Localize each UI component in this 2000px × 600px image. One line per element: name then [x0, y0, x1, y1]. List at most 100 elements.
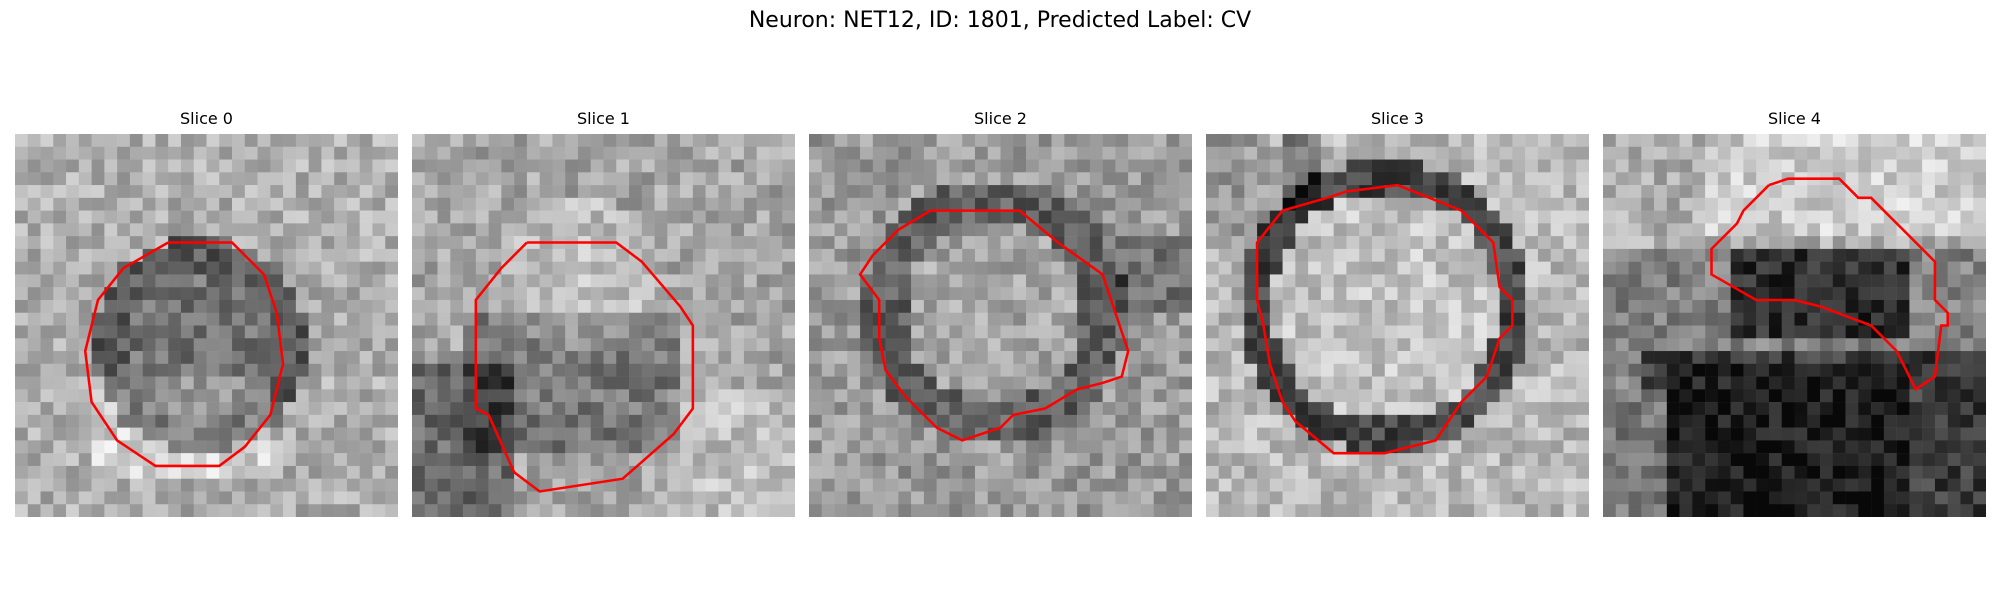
pixel: [1768, 134, 1782, 148]
pixel: [1064, 236, 1078, 250]
pixel: [911, 236, 925, 250]
pixel: [53, 274, 67, 288]
pixel: [667, 197, 681, 211]
pixel: [1474, 159, 1488, 173]
pixel: [962, 185, 976, 199]
pixel: [718, 159, 732, 173]
pixel: [654, 389, 668, 403]
pixel: [974, 134, 988, 148]
pixel: [1794, 274, 1808, 288]
pixel: [1000, 453, 1014, 467]
pixel: [1756, 236, 1770, 250]
pixel: [66, 453, 80, 467]
pixel: [1257, 504, 1271, 517]
pixel: [424, 453, 438, 467]
pixel: [475, 478, 489, 492]
pixel: [756, 223, 770, 237]
pixel: [936, 312, 950, 326]
pixel: [1768, 312, 1782, 326]
pixel: [1346, 414, 1360, 428]
pixel: [743, 236, 757, 250]
pixel: [1654, 134, 1668, 148]
pixel: [1512, 261, 1526, 275]
pixel: [1115, 427, 1129, 441]
pixel: [372, 414, 386, 428]
pixel: [295, 325, 309, 339]
pixel: [1603, 197, 1617, 211]
pixel: [705, 376, 719, 390]
pixel: [1448, 491, 1462, 505]
pixel: [1435, 146, 1449, 160]
pixel: [847, 478, 861, 492]
pixel: [450, 453, 464, 467]
pixel: [244, 134, 258, 148]
pixel: [1410, 159, 1424, 173]
pixel: [641, 504, 655, 517]
pixel: [1896, 478, 1910, 492]
pixel: [1257, 210, 1271, 224]
pixel: [463, 223, 477, 237]
pixel: [1666, 210, 1680, 224]
pixel: [1448, 236, 1462, 250]
pixel: [308, 134, 322, 148]
pixel: [308, 210, 322, 224]
pixel: [1909, 197, 1923, 211]
pixel: [1038, 159, 1052, 173]
pixel: [1269, 197, 1283, 211]
pixel: [1461, 478, 1475, 492]
pixel: [1038, 287, 1052, 301]
pixel: [1026, 223, 1040, 237]
pixel: [603, 210, 617, 224]
pixel: [1576, 210, 1589, 224]
pixel: [1525, 414, 1539, 428]
pixel: [15, 427, 29, 441]
pixel: [1641, 376, 1655, 390]
pixel: [1871, 159, 1885, 173]
pixel: [1038, 274, 1052, 288]
pixel: [565, 440, 579, 454]
pixel: [526, 414, 540, 428]
pixel: [308, 504, 322, 517]
pixel: [1166, 363, 1180, 377]
pixel: [1269, 478, 1283, 492]
pixel: [590, 210, 604, 224]
pixel: [1206, 223, 1220, 237]
pixel: [424, 414, 438, 428]
pixel: [244, 172, 258, 186]
pixel: [385, 402, 398, 416]
pixel: [692, 261, 706, 275]
pixel: [654, 427, 668, 441]
pixel: [1435, 440, 1449, 454]
pixel: [1537, 172, 1551, 186]
pixel: [295, 504, 309, 517]
pixel: [1934, 172, 1948, 186]
pixel: [898, 159, 912, 173]
pixel: [193, 427, 207, 441]
pixel: [667, 389, 681, 403]
pixel: [1550, 414, 1564, 428]
pixel: [1140, 248, 1154, 262]
pixel: [346, 453, 360, 467]
pixel: [705, 185, 719, 199]
pixel: [526, 504, 540, 517]
pixel: [308, 299, 322, 313]
pixel: [295, 223, 309, 237]
pixel: [142, 185, 156, 199]
pixel: [1282, 465, 1296, 479]
pixel: [923, 261, 937, 275]
pixel: [1717, 159, 1731, 173]
pixel: [385, 248, 398, 262]
pixel: [27, 453, 41, 467]
pixel: [974, 338, 988, 352]
pixel: [1705, 299, 1719, 313]
pixel: [1102, 134, 1116, 148]
pixel: [1512, 185, 1526, 199]
pixel: [782, 440, 795, 454]
pixel: [66, 325, 80, 339]
pixel: [1244, 312, 1258, 326]
pixel: [193, 351, 207, 365]
pixel: [860, 427, 874, 441]
pixel: [1064, 504, 1078, 517]
pixel: [1346, 299, 1360, 313]
pixel: [1000, 376, 1014, 390]
